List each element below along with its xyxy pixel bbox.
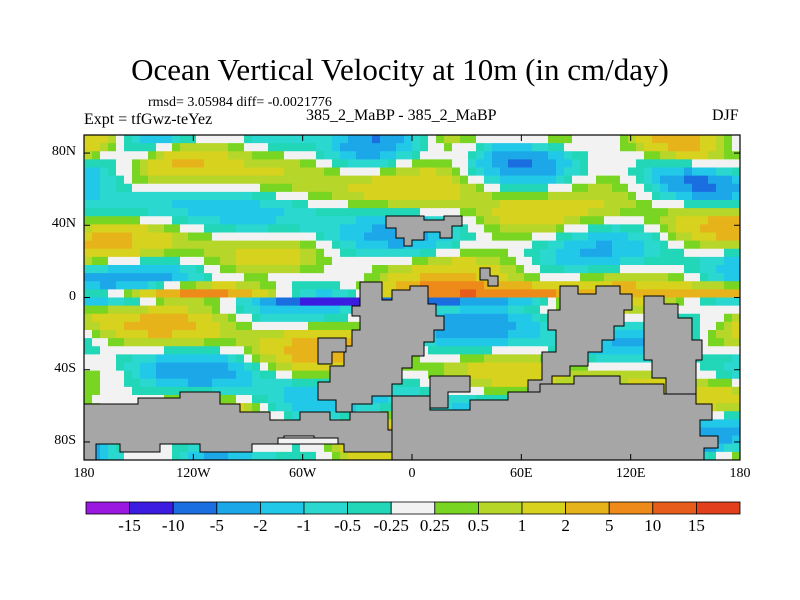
lon-tick-label: 120E (615, 466, 646, 481)
colorbar-label: 10 (644, 516, 662, 535)
colorbar-label: 0.5 (467, 516, 490, 535)
colorbar-label: 2 (561, 516, 570, 535)
rmsd-diff-stats: rmsd= 3.05984 diff= -0.0021776 (148, 95, 332, 110)
colorbar-swatch (85, 501, 130, 515)
lon-tick-label: 180 (73, 466, 95, 481)
experiment-label: Expt = tfGwz-teYez (84, 111, 213, 128)
lat-tick-label: 40N (51, 216, 76, 232)
colorbar-swatch (696, 501, 741, 515)
land-central-america (479, 267, 499, 287)
colorbar-swatch (259, 501, 305, 515)
colorbar-swatch (521, 501, 566, 515)
sea-ice-gap (277, 437, 339, 445)
case-name-label: 385_2_MaBP - 385_2_MaBP (306, 107, 497, 124)
lon-tick-label: 180 (729, 466, 751, 481)
lon-tick-label: 0 (408, 466, 416, 481)
colorbar-label: -2 (253, 516, 268, 535)
lat-tick-label: 80N (51, 144, 76, 160)
colorbar-swatch (434, 501, 479, 515)
colorbar-label: 1 (517, 516, 527, 535)
colorbar-swatch (129, 501, 174, 515)
colorbar-label: -5 (209, 516, 224, 535)
axis-ticks (83, 135, 741, 460)
colorbar-label: 0.25 (419, 516, 450, 535)
colorbar-swatch (652, 501, 697, 515)
colorbar-swatch (608, 501, 654, 515)
colorbar-swatch (347, 501, 392, 515)
colorbar-swatch (216, 501, 261, 515)
lon-tick-label: 60W (289, 466, 317, 481)
colorbar-swatch (303, 501, 348, 515)
colorbar-label: 5 (604, 516, 614, 535)
colorbar-swatch (172, 501, 218, 515)
colorbar-label: -0.25 (373, 516, 409, 535)
colorbar-swatch (390, 501, 436, 515)
land-antarctica-east (391, 375, 719, 460)
lon-tick-label: 120W (176, 466, 211, 481)
land-mask (84, 215, 719, 460)
colorbar-label: 15 (687, 516, 705, 535)
land-australia (643, 295, 703, 395)
land-africa (527, 285, 633, 405)
lon-tick-label: 60E (510, 466, 533, 481)
colorbar-swatch (477, 501, 523, 515)
plot-title: Ocean Vertical Velocity at 10m (in cm/da… (131, 52, 669, 87)
lat-tick-label: 0 (69, 288, 76, 304)
season-label: DJF (712, 107, 739, 124)
lat-tick-label: 80S (54, 432, 76, 448)
colorbar-label: -15 (118, 516, 141, 535)
land-south-america (317, 281, 445, 413)
colorbar-swatch (565, 501, 610, 515)
colorbar-label: -0.5 (334, 516, 362, 535)
colorbar-label: -1 (296, 516, 312, 535)
colorbar-label: -10 (161, 516, 185, 535)
lat-tick-label: 40S (54, 360, 76, 376)
land-north-america-pacific-coast (385, 215, 463, 247)
colorbar (85, 501, 741, 515)
land-south-pacific-block (317, 337, 347, 365)
